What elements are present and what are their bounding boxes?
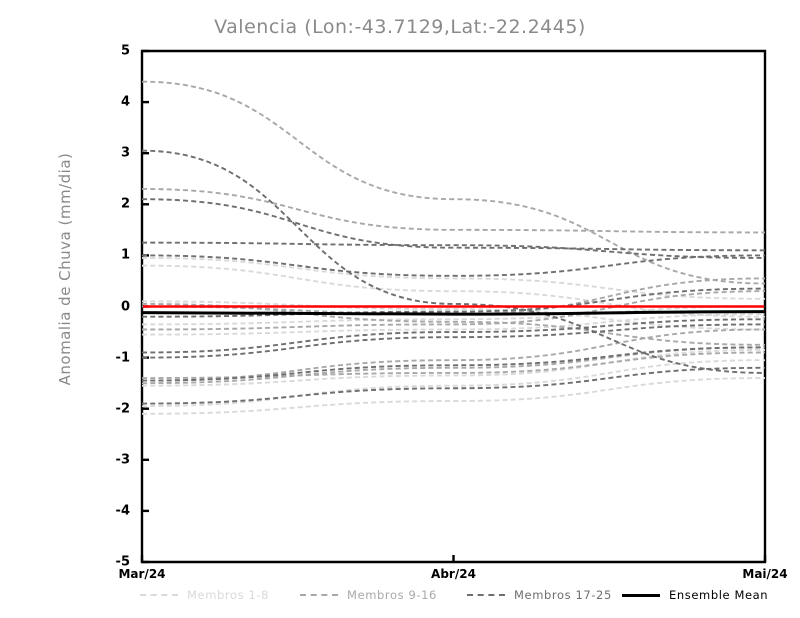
x-axis-tick-label: Mai/24 xyxy=(742,567,788,581)
ensemble-member-line xyxy=(141,80,766,285)
legend-label: Membros 9-16 xyxy=(347,588,437,602)
ensemble-member-line xyxy=(141,328,766,382)
legend-swatch-icon xyxy=(140,594,178,596)
y-axis-tick-label: -1 xyxy=(115,350,130,366)
ensemble-member-line xyxy=(141,346,766,385)
ensemble-member-line xyxy=(141,366,766,405)
y-axis-tick-label: 0 xyxy=(120,299,130,314)
y-axis-tick-label: 1 xyxy=(120,247,130,263)
ensemble-member-line xyxy=(141,254,766,277)
ensemble-member-line xyxy=(141,300,766,331)
y-axis-tick-label: -2 xyxy=(115,401,130,417)
ensemble-member-line xyxy=(141,264,766,318)
x-axis-tick-label: Abr/24 xyxy=(431,567,476,581)
ensemble-member-line xyxy=(141,377,766,415)
ensemble-member-line xyxy=(141,305,766,326)
y-axis-tick-label: 5 xyxy=(120,43,130,59)
ensemble-member-line xyxy=(141,351,766,379)
ensemble-member-line xyxy=(141,346,766,382)
y-axis-tick-label: 4 xyxy=(120,94,130,110)
ensemble-member-line xyxy=(141,287,766,318)
x-axis-tick-label: Mar/24 xyxy=(118,567,166,581)
y-axis-tick-label: -5 xyxy=(115,554,130,570)
legend-label: Membros 1-8 xyxy=(187,588,270,602)
ensemble-member-line xyxy=(141,290,766,331)
ensemble-member-line xyxy=(141,198,766,252)
y-axis-tick-label: 3 xyxy=(120,145,130,161)
ensemble-member-line xyxy=(141,323,766,359)
y-axis-tick-label: -3 xyxy=(115,452,130,468)
y-axis-tick-label: 2 xyxy=(120,196,130,212)
ensemble-member-line xyxy=(141,313,766,336)
ensemble-member-line xyxy=(141,318,766,354)
ensemble-member-line xyxy=(141,257,766,300)
y-axis-tick-label: -4 xyxy=(115,503,130,519)
legend-item[interactable]: Membros 1-8 xyxy=(140,586,269,604)
legend-label: Ensemble Mean xyxy=(669,588,769,602)
legend-label: Membros 17-25 xyxy=(514,588,612,602)
legend-item[interactable]: Membros 17-25 xyxy=(467,586,612,604)
ensemble-member-line xyxy=(141,348,766,387)
ensemble-member-line xyxy=(141,188,766,234)
legend-swatch-icon xyxy=(622,593,660,597)
ensemble-member-line xyxy=(141,359,766,408)
legend-swatch-icon xyxy=(467,594,505,596)
ensemble-member-line xyxy=(141,241,766,259)
legend-item[interactable]: Membros 9-16 xyxy=(300,586,437,604)
chart-legend: Membros 1-8 Membros 9-16 Membros 17-25 Ense… xyxy=(0,586,800,606)
page-title: Valencia (Lon:-43.7129,Lat:-22.2445) xyxy=(214,16,586,38)
legend-swatch-icon xyxy=(300,594,338,596)
legend-item[interactable]: Ensemble Mean xyxy=(622,586,768,604)
ensemble-mean-line xyxy=(141,310,766,316)
